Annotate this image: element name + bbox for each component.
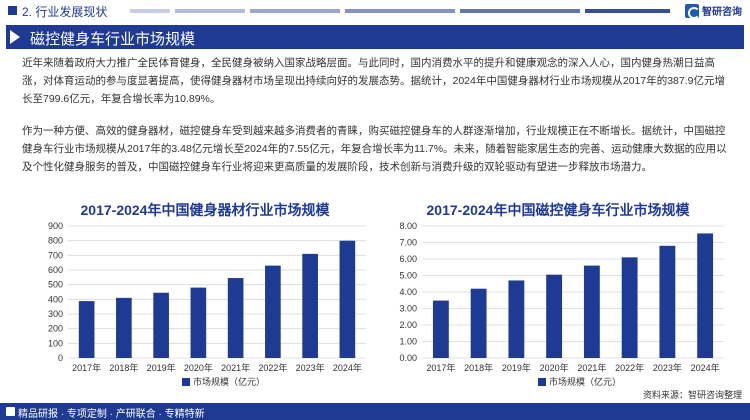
- chart-magnetic-bike: 2017-2024年中国磁控健身车行业市场规模 0.00 1.00 2.00 3.00…: [388, 200, 728, 395]
- y-tick-label: 8.00: [399, 221, 417, 231]
- legend-swatch: [538, 378, 546, 386]
- bar: [78, 301, 95, 358]
- bar: [339, 240, 356, 358]
- x-tick-label: 2018年: [464, 362, 493, 373]
- y-tick-label: 500: [48, 280, 63, 290]
- y-tick-label: 0.00: [399, 353, 417, 363]
- bar: [227, 278, 244, 358]
- bar: [432, 300, 449, 358]
- y-tick-label: 0: [58, 353, 63, 363]
- bar: [508, 280, 525, 358]
- bar: [116, 297, 132, 358]
- document-icon: [6, 407, 15, 416]
- page-title: 磁控健身车行业市场规模: [30, 31, 196, 48]
- bar: [190, 287, 207, 358]
- x-tick-label: 2020年: [184, 362, 213, 373]
- y-tick-label: 400: [48, 294, 63, 304]
- y-tick-label: 900: [48, 221, 63, 231]
- y-tick-label: 5.00: [399, 271, 417, 281]
- y-tick-label: 300: [48, 309, 63, 319]
- decorative-stripes: [130, 9, 670, 13]
- y-tick-label: 3.00: [399, 304, 417, 314]
- x-tick-label: 2020年: [540, 362, 569, 373]
- section-marker-icon: [8, 6, 17, 15]
- source-note: 资料来源：智研咨询整理: [642, 390, 742, 400]
- x-tick-label: 2019年: [502, 362, 531, 373]
- x-tick-label: 2021年: [221, 362, 250, 373]
- bar: [621, 257, 638, 358]
- x-tick-label: 2022年: [258, 362, 287, 373]
- y-tick-label: 2.00: [399, 320, 417, 330]
- footer-bar: 精品研报 · 专项定制 · 产研联合 · 专精特新: [0, 403, 750, 420]
- x-tick-label: 2017年: [72, 362, 101, 373]
- bar: [546, 274, 563, 358]
- x-tick-label: 2017年: [426, 362, 455, 373]
- x-tick-label: 2018年: [109, 362, 138, 373]
- bar: [659, 245, 676, 358]
- chart-title: 2017-2024年中国健身器材行业市场规模: [80, 202, 330, 218]
- paragraph-fitness-market: 近年来随着政府大力推广全民体育健身，全民健身被纳入国家战略层面。与此同时，国内消…: [22, 57, 725, 105]
- y-tick-label: 6.00: [399, 254, 417, 264]
- bar: [153, 292, 169, 358]
- x-tick-label: 2021年: [577, 362, 606, 373]
- x-tick-label: 2024年: [691, 362, 720, 373]
- chart-fitness-equipment: 2017-2024年中国健身器材行业市场规模 0 100 200 300 400 500 6…: [40, 200, 370, 395]
- chart-title: 2017-2024年中国磁控健身车行业市场规模: [426, 202, 690, 218]
- x-tick-label: 2023年: [653, 362, 682, 373]
- logo-text: 智研咨询: [702, 7, 742, 18]
- y-tick-label: 100: [48, 338, 63, 348]
- y-tick-label: 800: [48, 236, 63, 246]
- bar: [470, 288, 487, 358]
- x-tick-label: 2019年: [147, 362, 176, 373]
- footer-slogan: 精品研报 · 专项定制 · 产研联合 · 专精特新: [18, 409, 205, 420]
- y-tick-label: 200: [48, 324, 63, 334]
- bar-chart-svg: 0.00 1.00 2.00 3.00 4.00 5.00 6.00 7.00 8.00 2017…: [399, 221, 724, 387]
- top-bar: 2. 行业发展现状 智研咨询: [0, 0, 750, 22]
- y-tick-label: 7.00: [399, 238, 417, 248]
- section-title: 2. 行业发展现状: [22, 5, 108, 19]
- y-tick-label: 700: [48, 250, 63, 260]
- logo-icon: [685, 3, 700, 19]
- legend-swatch: [182, 378, 190, 386]
- paragraph-magnetic-bike-market: 作为一种方便、高效的健身器材，磁控健身车受到越来越多消费者的青睐，购买磁控健身车…: [22, 125, 727, 173]
- bar: [265, 265, 281, 358]
- x-tick-label: 2024年: [333, 362, 362, 373]
- legend-label: 市场规模（亿元）: [549, 376, 621, 387]
- y-tick-label: 4.00: [399, 287, 417, 297]
- y-tick-label: 600: [48, 265, 63, 275]
- bar: [583, 265, 600, 358]
- brand-logo: 智研咨询: [685, 3, 742, 19]
- legend-label: 市场规模（亿元）: [193, 376, 265, 387]
- page-title-banner: 磁控健身车行业市场规模: [6, 25, 744, 49]
- y-tick-label: 1.00: [399, 337, 417, 347]
- x-tick-label: 2022年: [615, 362, 644, 373]
- bar-chart-svg: 0 100 200 300 400 500 600 700 800 900 2017年 2018年 20…: [48, 221, 366, 387]
- bar: [302, 253, 318, 358]
- bar: [697, 233, 714, 358]
- x-tick-label: 2023年: [296, 362, 325, 373]
- arrow-icon: [10, 30, 20, 44]
